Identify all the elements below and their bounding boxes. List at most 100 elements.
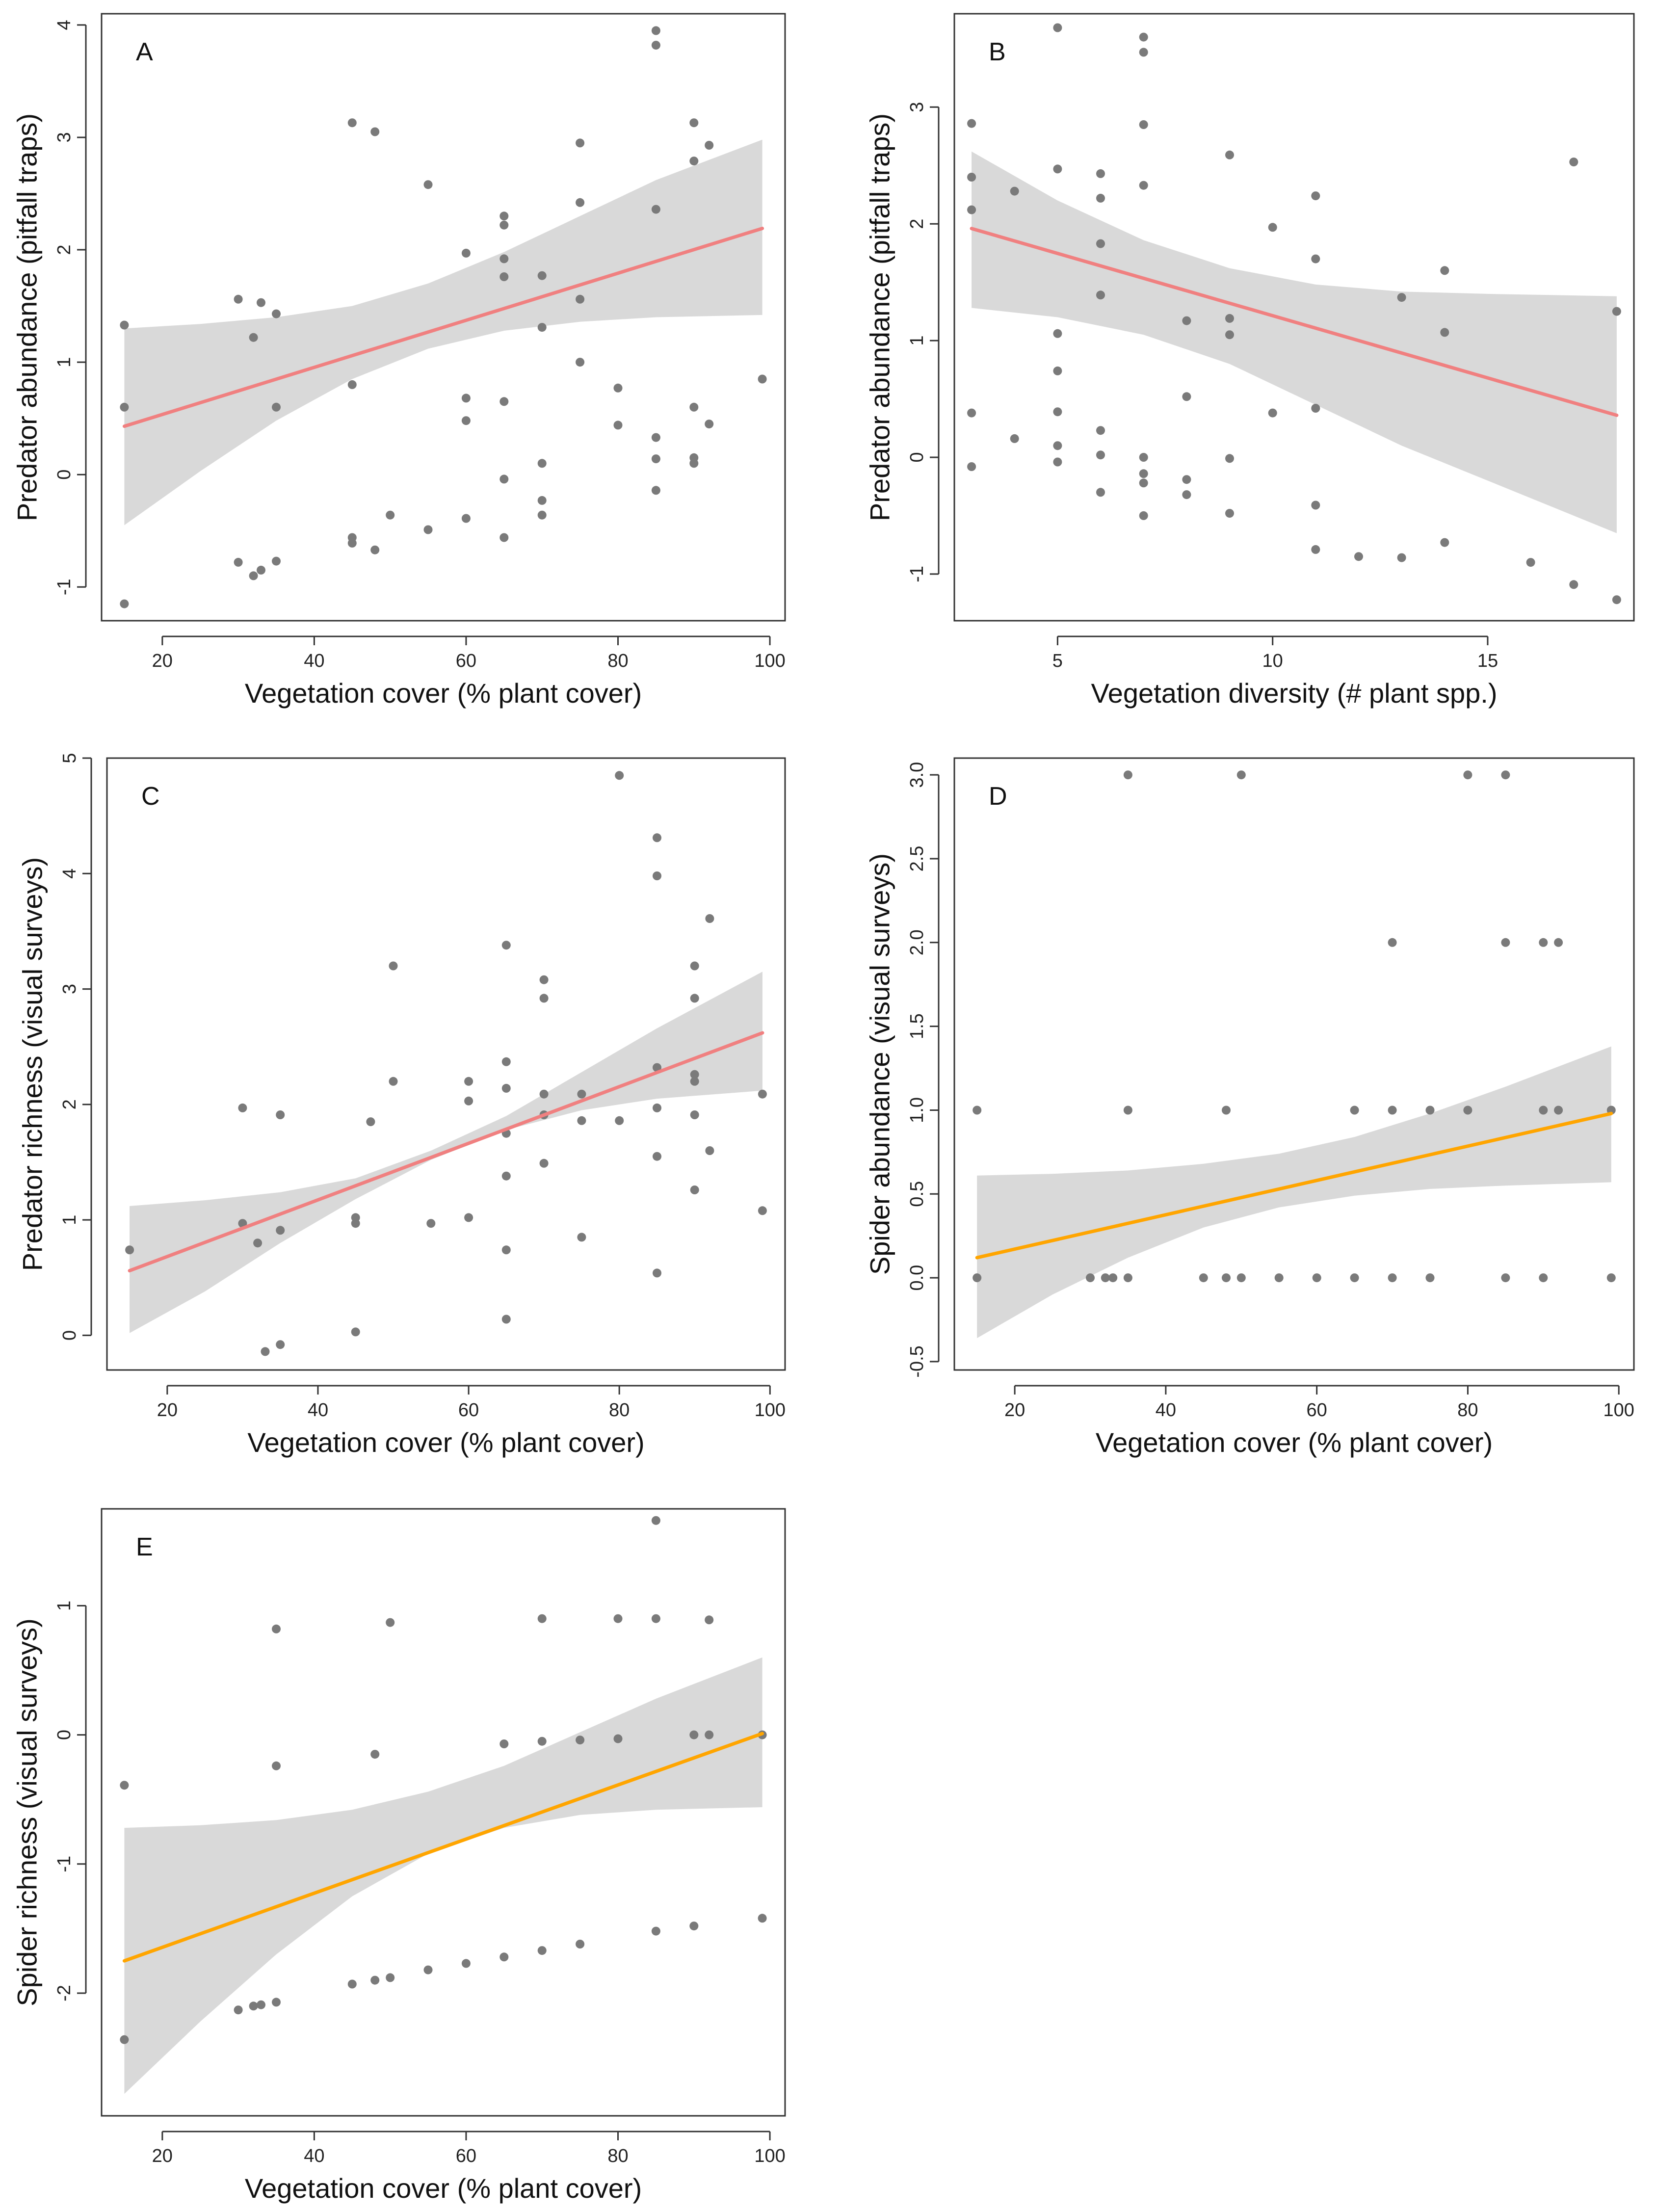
y-tick-label: 3 [54, 132, 75, 142]
x-tick-label: 60 [456, 651, 476, 671]
data-point [501, 941, 511, 950]
data-point [1501, 1273, 1510, 1283]
x-tick-label: 80 [607, 651, 628, 671]
data-point [426, 1219, 436, 1228]
data-point [461, 514, 471, 523]
data-point [967, 119, 976, 128]
data-point [1010, 434, 1019, 443]
data-point [464, 1096, 473, 1106]
data-point [537, 1614, 547, 1623]
data-point [758, 1089, 767, 1099]
data-point [1539, 1106, 1548, 1115]
data-point [249, 333, 258, 342]
regression-line [122, 227, 764, 428]
x-tick-label: 100 [1603, 1400, 1634, 1421]
data-point [347, 380, 357, 389]
data-point [973, 1273, 982, 1283]
data-point [1139, 120, 1148, 129]
data-point [576, 198, 585, 207]
data-point [1053, 441, 1062, 450]
data-point [1569, 580, 1578, 589]
x-tick-label: 40 [304, 651, 324, 671]
data-point [351, 1327, 360, 1337]
data-point [653, 1152, 661, 1161]
x-tick-label: 40 [1156, 1400, 1176, 1421]
y-tick-label: 0 [54, 1730, 75, 1740]
data-point [613, 1734, 623, 1743]
x-tick-label: 80 [1457, 1400, 1478, 1421]
x-axis-title: Vegetation cover (% plant cover) [245, 2173, 642, 2204]
data-point [537, 459, 547, 468]
y-tick-label: 3.0 [907, 762, 927, 788]
data-point [615, 1116, 624, 1125]
y-tick-label: 1 [54, 1601, 75, 1611]
data-point [499, 211, 509, 221]
data-point [613, 1614, 623, 1623]
data-point [499, 474, 509, 484]
data-point [1501, 938, 1510, 947]
data-point [1123, 770, 1132, 780]
data-point [1139, 511, 1148, 520]
data-point [705, 420, 714, 429]
data-point [690, 1077, 699, 1086]
data-point [1053, 23, 1062, 32]
data-point [653, 1063, 661, 1072]
data-point [1440, 328, 1449, 337]
data-point [1388, 1106, 1397, 1115]
data-point [499, 254, 509, 263]
data-point [1268, 408, 1277, 418]
x-axis-title: Vegetation cover (% plant cover) [247, 1427, 644, 1458]
data-point [1139, 32, 1148, 42]
data-point [234, 294, 243, 304]
data-point [272, 1624, 281, 1633]
y-tick-label: 1 [54, 357, 75, 368]
data-point [499, 533, 509, 542]
data-point [1388, 1273, 1397, 1283]
data-point [370, 1750, 380, 1759]
y-axis-title: Predator abundance (pitfall traps) [12, 113, 43, 521]
y-tick-label: 2 [54, 244, 75, 255]
data-point [537, 496, 547, 505]
data-point [464, 1213, 473, 1222]
confidence-band [977, 1046, 1611, 1339]
plot-frame [953, 757, 1635, 1371]
data-point [651, 486, 660, 495]
data-point [499, 1952, 509, 1962]
y-tick-label: -1 [907, 566, 927, 582]
data-point [651, 433, 660, 442]
data-point [1440, 538, 1449, 547]
data-point [613, 421, 623, 430]
data-point [499, 1739, 509, 1748]
data-point [1096, 290, 1105, 300]
regression-line [970, 227, 1619, 417]
panel-e: 20 40 60 80 100 -2 -1 0 1 Vegetation cover (% pla… [12, 1508, 786, 2204]
data-point [423, 180, 433, 189]
data-point [234, 2005, 243, 2015]
data-point [423, 1965, 433, 1975]
x-tick-label: 20 [152, 651, 173, 671]
data-point [1182, 392, 1191, 401]
data-point [1182, 475, 1191, 484]
data-point [539, 1089, 549, 1099]
data-point [577, 1089, 586, 1099]
x-tick-label: 100 [755, 1400, 786, 1421]
data-point [1096, 450, 1105, 460]
data-point [257, 298, 265, 307]
data-point [120, 402, 129, 412]
data-point [758, 1914, 767, 1923]
data-point [366, 1117, 375, 1127]
data-point [1388, 938, 1397, 947]
data-point [690, 1110, 699, 1119]
data-point [537, 1946, 547, 1955]
data-point [276, 1226, 285, 1235]
data-point [653, 1103, 661, 1112]
data-point [1096, 426, 1105, 435]
x-axis-title: Vegetation cover (% plant cover) [245, 678, 642, 709]
data-point [705, 141, 714, 150]
data-point [967, 205, 976, 214]
data-point [1053, 407, 1062, 417]
data-point [249, 571, 258, 580]
x-tick-label: 20 [152, 2146, 173, 2166]
data-point [389, 961, 398, 971]
